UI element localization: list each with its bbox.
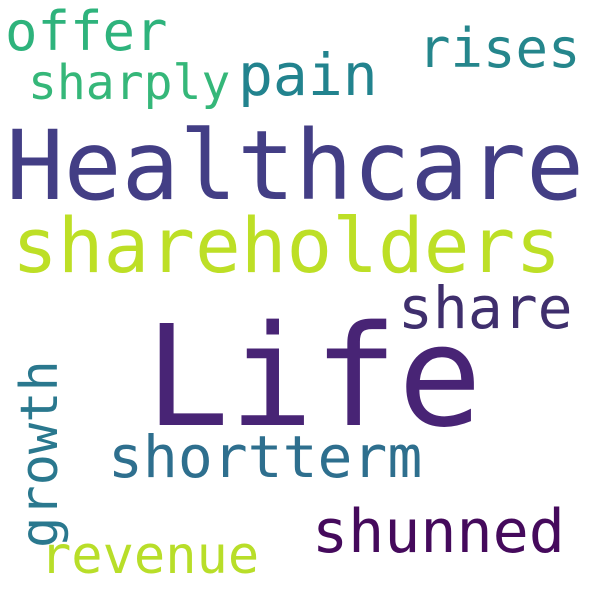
word-shortterm: shortterm xyxy=(108,423,423,491)
word-life: Life xyxy=(145,296,483,459)
word-growth: growth xyxy=(10,360,70,548)
word-offer: offer xyxy=(5,0,168,63)
word-pain: pain xyxy=(238,41,378,109)
word-rises: rises xyxy=(418,17,581,80)
word-sharply: sharply xyxy=(28,55,231,111)
word-shareholders: shareholders xyxy=(12,201,562,290)
word-shunned: shunned xyxy=(312,497,565,567)
word-healthcare: Healthcare xyxy=(6,110,584,222)
word-revenue: revenue xyxy=(40,526,260,586)
word-share: share xyxy=(398,274,573,342)
